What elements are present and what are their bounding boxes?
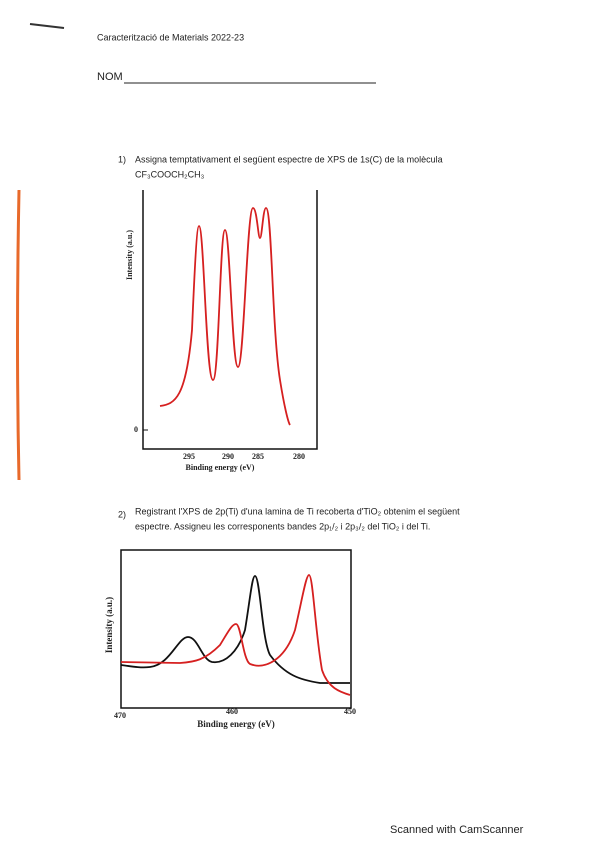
question-number: 1): [118, 154, 126, 164]
question-text: espectre. Assigneu les corresponents ban…: [135, 521, 430, 531]
x-axis-label: Binding energy (eV): [197, 719, 275, 729]
x-axis-label: Binding energy (eV): [186, 463, 255, 472]
question-text: Assigna temptativament el següent espect…: [135, 154, 443, 164]
x-tick-label: 285: [252, 452, 264, 461]
x-tick-label: 470: [114, 711, 126, 720]
question-text: CF₃COOCH₂CH₃: [135, 169, 205, 179]
scan-mark: [29, 23, 65, 29]
spectrum-curve: [120, 575, 350, 684]
name-label: NOM: [97, 71, 123, 83]
figure-1: 0 295 290 285 280 Binding energy (eV) In…: [125, 190, 318, 472]
x-tick-label: 460: [226, 707, 238, 716]
question-number: 2): [118, 509, 126, 519]
x-tick-label: 280: [293, 452, 305, 461]
question-text: Registrant l'XPS de 2p(Ti) d'una lamina …: [135, 506, 460, 516]
x-tick-label: 290: [222, 452, 234, 461]
figure-2: 470 460 450 Binding energy (eV) Intensit…: [104, 549, 356, 729]
axes: [120, 549, 352, 709]
scan-edge: [16, 189, 21, 481]
axes: [142, 190, 318, 450]
spectrum-curve: [159, 207, 291, 426]
y-axis-label: Intensity (a.u.): [104, 597, 114, 653]
x-tick-label: 295: [183, 452, 195, 461]
spectrum-curve: [120, 574, 351, 696]
header-title: Caracterització de Materials 2022-23: [97, 32, 244, 42]
y-tick-label: 0: [134, 425, 138, 434]
y-axis-label: Intensity (a.u.): [125, 230, 134, 280]
x-tick-label: 450: [344, 707, 356, 716]
footer: Scanned with CamScanner: [390, 824, 524, 836]
